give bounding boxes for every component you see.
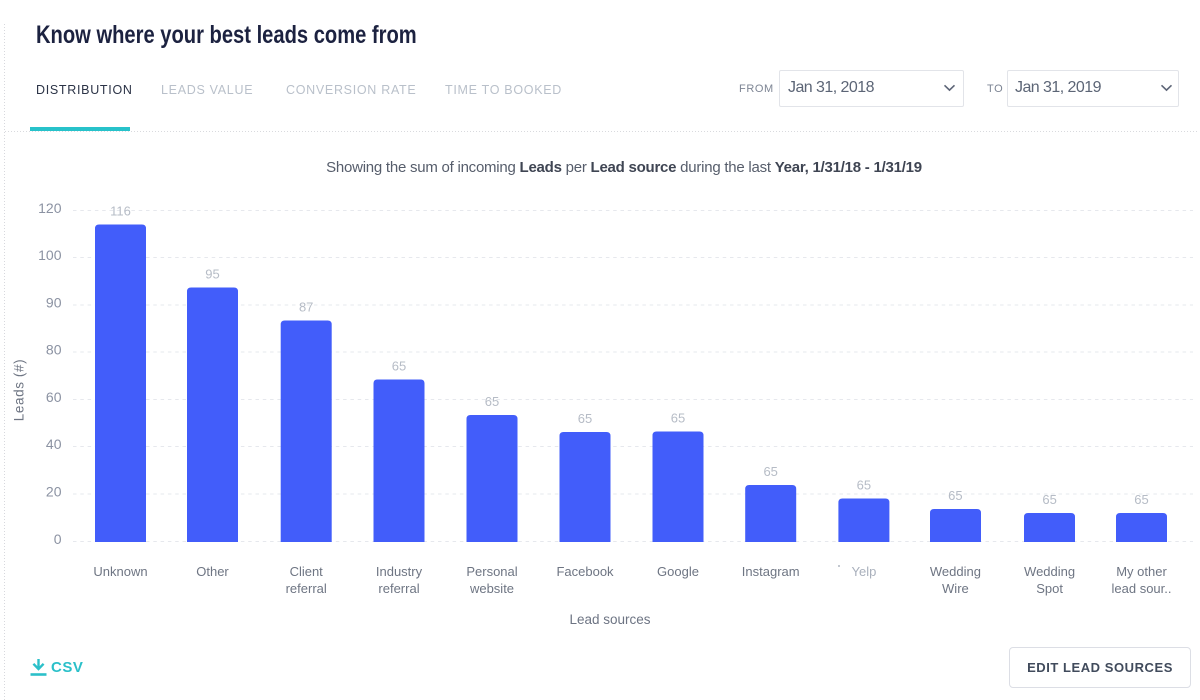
svg-text:0: 0	[54, 531, 62, 547]
svg-text:100: 100	[38, 247, 62, 263]
svg-text:120: 120	[38, 200, 62, 216]
svg-text:65: 65	[671, 411, 685, 426]
svg-text:116: 116	[110, 204, 131, 219]
svg-text:20: 20	[46, 483, 62, 499]
svg-text:Industry: Industry	[376, 564, 423, 579]
svg-text:Wedding: Wedding	[1024, 564, 1075, 579]
svg-text:Wedding: Wedding	[930, 564, 981, 579]
svg-text:Personal: Personal	[466, 564, 517, 579]
svg-text:95: 95	[205, 267, 219, 282]
svg-text:Yelp: Yelp	[851, 564, 876, 579]
svg-text:referral: referral	[286, 581, 327, 596]
svg-text:80: 80	[46, 341, 62, 357]
svg-text:website: website	[469, 581, 514, 596]
svg-text:Other: Other	[196, 564, 229, 579]
svg-text:referral: referral	[378, 581, 419, 596]
svg-text:Leads (#): Leads (#)	[12, 359, 27, 421]
svg-text:Unknown: Unknown	[93, 564, 147, 579]
svg-text:65: 65	[1134, 492, 1148, 507]
svg-text:65: 65	[392, 359, 406, 374]
svg-text:90: 90	[46, 294, 62, 310]
svg-text:Client: Client	[290, 564, 324, 579]
svg-text:Lead sources: Lead sources	[569, 612, 650, 627]
svg-text:65: 65	[578, 411, 592, 426]
svg-text:87: 87	[299, 300, 313, 315]
svg-text:Google: Google	[657, 564, 699, 579]
svg-text:40: 40	[46, 436, 62, 452]
svg-text:65: 65	[1042, 492, 1056, 507]
svg-text:65: 65	[857, 478, 871, 493]
svg-text:My other: My other	[1116, 564, 1167, 579]
svg-text:Spot: Spot	[1036, 581, 1063, 596]
svg-text:65: 65	[763, 464, 777, 479]
svg-text:Facebook: Facebook	[556, 564, 614, 579]
svg-text:Wire: Wire	[942, 581, 969, 596]
svg-text:lead sour..: lead sour..	[1112, 581, 1172, 596]
svg-text:65: 65	[948, 488, 962, 503]
svg-text:65: 65	[485, 394, 499, 409]
svg-text:Instagram: Instagram	[742, 564, 800, 579]
svg-text:60: 60	[46, 389, 62, 405]
